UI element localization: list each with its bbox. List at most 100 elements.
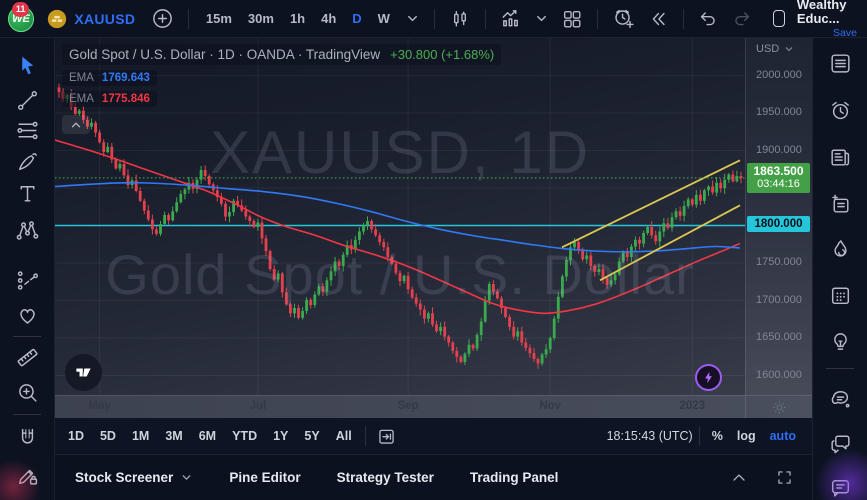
scale-log-button[interactable]: log [731, 425, 762, 447]
watchlist-panel-button[interactable] [823, 46, 857, 80]
alerts-panel-button[interactable] [823, 93, 857, 127]
scale-auto-button[interactable]: auto [764, 425, 802, 447]
scale-mode-group: % log auto [706, 425, 802, 447]
date-range-group: 1D 5D 1M 3M 6M YTD 1Y 5Y All [61, 425, 359, 447]
timeframe-d-button[interactable]: D [345, 7, 368, 30]
range-5y-button[interactable]: 5Y [297, 425, 326, 447]
timeframe-dropdown-button[interactable] [401, 7, 424, 30]
xabcd-pattern-tool[interactable] [10, 213, 44, 247]
time-label-sep: Sep [397, 400, 419, 412]
ema-value: 1769.643 [101, 72, 150, 84]
timeframe-1h-button[interactable]: 1h [283, 7, 312, 30]
forecast-tool[interactable] [10, 263, 44, 297]
status-tab-pine-editor[interactable]: Pine Editor [229, 470, 300, 485]
symbol-search-button[interactable]: XAUUSD [39, 6, 143, 32]
boost-badge[interactable] [695, 364, 722, 391]
scale---button[interactable]: % [706, 425, 729, 447]
channel-upper-line[interactable] [561, 159, 741, 249]
price-scale[interactable]: USD 1863.500 03:44:16 1800.000 2000.000 1… [745, 38, 812, 395]
status-bar: Stock Screener Pine Editor Strategy Tester… [55, 454, 812, 500]
range-ytd-button[interactable]: YTD [225, 425, 264, 447]
expand-panel-button[interactable] [725, 464, 753, 492]
hotlists-panel-button[interactable] [823, 232, 857, 266]
public-chat-panel-button[interactable] [823, 426, 857, 460]
compare-add-button[interactable] [147, 3, 178, 34]
go-to-date-button[interactable] [372, 422, 401, 451]
public-chat-icon [830, 434, 850, 453]
timeframe-group: 15m 30m 1h 4h D W [199, 7, 397, 30]
ideas-icon [833, 332, 847, 350]
toolbar-group-divider [13, 336, 41, 337]
status-tab-strategy-tester[interactable]: Strategy Tester [337, 470, 434, 485]
calendar-panel-button[interactable] [823, 278, 857, 312]
forecast-icon [17, 270, 38, 290]
range-1d-button[interactable]: 1D [61, 425, 91, 447]
zoom-in-tool[interactable] [10, 375, 44, 409]
text-tool[interactable] [10, 176, 44, 210]
channel-lower-line[interactable] [599, 204, 741, 282]
news-panel-button[interactable] [823, 140, 857, 174]
time-axis[interactable]: May Jul Sep Nov 2023 [55, 395, 745, 418]
fullscreen-button[interactable] [771, 464, 798, 491]
gold-symbol-icon [47, 9, 67, 29]
status-right-controls [725, 464, 798, 492]
magnet-icon [21, 428, 33, 444]
tradingview-logo[interactable] [65, 354, 102, 391]
trend-line-tool[interactable] [10, 83, 44, 117]
ema-slow-line[interactable] [55, 181, 741, 253]
cursor-tool[interactable] [10, 48, 44, 82]
timeframe-w-button[interactable]: W [371, 7, 397, 30]
clock-utc[interactable]: 18:15:43 (UTC) [606, 429, 693, 443]
save-link[interactable]: Save [833, 27, 857, 40]
range-5d-button[interactable]: 5D [93, 425, 123, 447]
chart-style-button[interactable] [445, 4, 475, 34]
redo-button[interactable] [727, 4, 757, 34]
collapse-indicators-button[interactable] [62, 115, 90, 134]
range-3m-button[interactable]: 3M [158, 425, 189, 447]
ema-legend-row-1[interactable]: EMA 1769.643 [62, 70, 157, 86]
range-all-button[interactable]: All [329, 425, 359, 447]
range-1m-button[interactable]: 1M [125, 425, 156, 447]
chat-cloud-panel-button[interactable] [823, 381, 857, 415]
save-layout-checkbox[interactable] [773, 10, 785, 27]
timeframe-30m-button[interactable]: 30m [241, 7, 281, 30]
news-icon [830, 148, 849, 166]
account-name: Wealthy Educ... [796, 0, 847, 27]
price-chart[interactable] [55, 38, 745, 395]
chart-area[interactable]: XAUUSD, 1D Gold Spot / U.S. Dollar Gold … [55, 38, 745, 395]
timeframe-15m-button[interactable]: 15m [199, 7, 239, 30]
calendar-icon [831, 286, 849, 304]
text-notes-panel-button[interactable] [823, 187, 857, 221]
layout-grid-button[interactable] [557, 4, 587, 34]
ema-fast-line[interactable] [55, 139, 741, 315]
price-scale-currency[interactable]: USD [756, 43, 795, 55]
support-panel-button[interactable] [823, 470, 857, 500]
ideas-panel-button[interactable] [823, 324, 857, 358]
undo-button[interactable] [693, 4, 723, 34]
brush-tool[interactable] [10, 144, 44, 178]
indicators-button[interactable] [495, 3, 526, 34]
range-1y-button[interactable]: 1Y [266, 425, 295, 447]
indicators-dropdown-button[interactable] [530, 7, 553, 30]
status-tab-label: Pine Editor [229, 470, 301, 485]
account-menu[interactable]: Wealthy Educ... Save [797, 0, 857, 39]
create-alert-button[interactable] [608, 3, 639, 34]
ema-legend-row-2[interactable]: EMA 1775.846 [62, 91, 157, 107]
timeframe-4h-button[interactable]: 4h [314, 7, 343, 30]
magnet-tool[interactable] [10, 421, 44, 455]
scale-settings-corner[interactable] [745, 395, 812, 418]
locked-drawing-tool[interactable] [10, 458, 44, 492]
ema-label: EMA [69, 93, 94, 105]
main-menu-button[interactable]: WE 11 [8, 1, 34, 34]
toolbar-divider [682, 8, 684, 29]
ruler-tool[interactable] [10, 340, 44, 374]
status-tab-trading-panel[interactable]: Trading Panel [470, 470, 559, 485]
legend-title-row[interactable]: Gold Spot / U.S. Dollar · 1D · OANDA · T… [62, 44, 502, 65]
price-tick: 1750.000 [756, 256, 802, 268]
range-6m-button[interactable]: 6M [192, 425, 223, 447]
bar-replay-button[interactable] [643, 4, 673, 34]
status-tab-stock-screener[interactable]: Stock Screener [75, 470, 193, 485]
fib-retracement-tool[interactable] [10, 113, 44, 147]
heart-tool[interactable] [10, 298, 44, 332]
alert-clock-plus-icon [615, 9, 634, 29]
